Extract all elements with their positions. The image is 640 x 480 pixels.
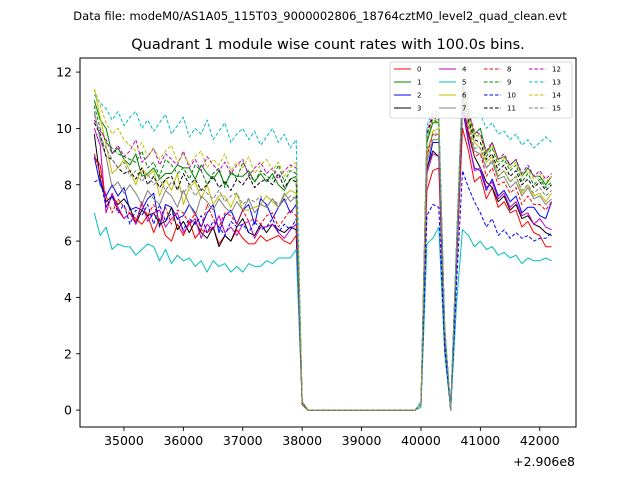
x-tick-label: 39000 xyxy=(342,433,382,448)
y-tick-label: 12 xyxy=(56,65,72,80)
legend-label-13: 13 xyxy=(552,79,561,87)
x-axis-offset-label: +2.906e8 xyxy=(513,454,575,469)
series-line-6 xyxy=(93,88,553,411)
legend-label-11: 11 xyxy=(507,105,516,113)
series-line-12 xyxy=(93,85,552,411)
x-tick-label: 42000 xyxy=(520,433,560,448)
x-axis: 35000 36000 37000 38000 39000 40000 41000 42000 xyxy=(104,427,560,448)
legend-label-4: 4 xyxy=(462,66,467,74)
x-tick-label: 37000 xyxy=(223,433,263,448)
series-line-5 xyxy=(93,212,552,411)
legend-label-6: 6 xyxy=(462,92,467,100)
legend-label-7: 7 xyxy=(462,105,466,113)
series-line-15 xyxy=(93,96,552,411)
x-tick-label: 41000 xyxy=(460,433,500,448)
x-tick-label: 36000 xyxy=(163,433,203,448)
series-line-1 xyxy=(93,82,553,411)
y-tick-label: 6 xyxy=(64,234,72,249)
series-line-4 xyxy=(93,105,552,411)
figure-suptitle: Data file: modeM0/AS1A05_115T03_90000028… xyxy=(73,9,567,23)
series-line-14 xyxy=(93,88,552,411)
legend-label-3: 3 xyxy=(417,105,421,113)
x-tick-label: 40000 xyxy=(401,433,441,448)
plot-area-frame xyxy=(79,57,577,428)
x-tick-label: 38000 xyxy=(282,433,322,448)
legend-label-10: 10 xyxy=(507,92,516,100)
y-tick-label: 8 xyxy=(64,177,72,192)
legend-label-12: 12 xyxy=(552,66,561,74)
legend-label-2: 2 xyxy=(417,92,421,100)
y-tick-label: 10 xyxy=(56,121,72,136)
y-axis: 0 2 4 6 8 10 12 xyxy=(56,65,80,418)
y-tick-label: 4 xyxy=(64,290,72,305)
legend-box xyxy=(389,61,573,119)
legend-label-0: 0 xyxy=(417,66,421,74)
x-tick-label: 35000 xyxy=(104,433,144,448)
legend-label-8: 8 xyxy=(507,66,511,74)
legend-label-15: 15 xyxy=(552,105,561,113)
y-tick-label: 0 xyxy=(64,403,72,418)
legend-label-5: 5 xyxy=(462,79,466,87)
series-layer xyxy=(93,80,553,411)
chart-title: Quadrant 1 module wise count rates with … xyxy=(131,37,525,53)
legend-label-14: 14 xyxy=(552,92,561,100)
y-tick-label: 2 xyxy=(64,346,72,361)
legend-label-1: 1 xyxy=(417,79,421,87)
series-line-9 xyxy=(93,88,552,411)
series-line-10 xyxy=(94,170,552,411)
series-line-0 xyxy=(93,127,552,411)
legend-label-9: 9 xyxy=(507,79,511,87)
